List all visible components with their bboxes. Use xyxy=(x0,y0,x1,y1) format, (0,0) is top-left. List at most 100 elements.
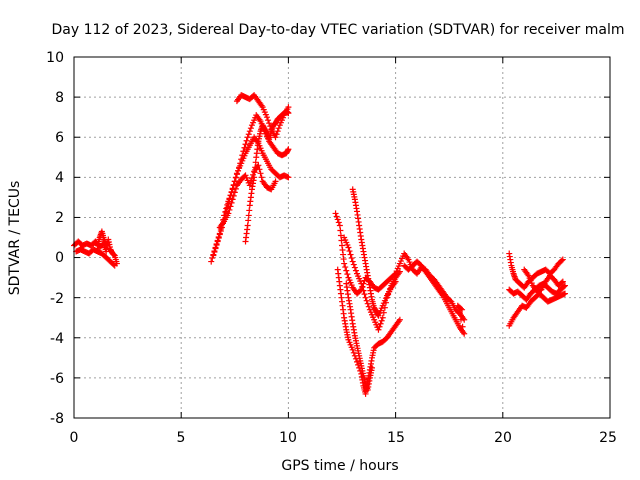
data-point xyxy=(347,251,354,258)
data-point xyxy=(285,174,292,181)
data-point xyxy=(348,255,355,262)
data-point xyxy=(236,164,243,171)
x-tick-label: 25 xyxy=(599,430,617,446)
data-point xyxy=(457,316,464,323)
data-point xyxy=(263,114,270,121)
data-point xyxy=(244,222,251,229)
data-point xyxy=(212,245,219,252)
data-point xyxy=(285,110,292,117)
data-point xyxy=(211,249,218,256)
data-point xyxy=(285,104,292,111)
data-point xyxy=(252,159,259,166)
data-point xyxy=(257,170,264,177)
data-point xyxy=(376,323,383,330)
data-points xyxy=(71,92,568,397)
data-point xyxy=(558,257,565,264)
data-point xyxy=(354,358,361,365)
data-point xyxy=(230,192,237,199)
data-point xyxy=(561,290,568,297)
data-point xyxy=(396,316,403,323)
gridlines xyxy=(74,57,610,418)
data-point xyxy=(336,222,343,229)
data-point xyxy=(245,212,252,219)
y-tick-labels: -8 -6 -4 -2 0 2 4 6 8 10 xyxy=(46,50,64,427)
data-point xyxy=(251,169,258,176)
data-point xyxy=(349,258,356,265)
x-tick-labels: 0 5 10 15 20 25 xyxy=(70,430,617,446)
data-point xyxy=(358,280,365,287)
y-tick-label: -8 xyxy=(50,411,64,427)
data-point xyxy=(217,227,224,234)
data-point xyxy=(378,317,385,324)
data-point xyxy=(346,248,353,255)
data-point xyxy=(214,238,221,245)
data-point xyxy=(285,146,292,153)
data-point xyxy=(246,128,253,135)
data-point xyxy=(377,320,384,327)
data-point xyxy=(232,185,239,192)
data-point xyxy=(560,283,567,290)
data-point xyxy=(225,210,232,217)
data-point xyxy=(362,294,369,301)
y-tick-label: -2 xyxy=(50,291,64,307)
y-tick-label: 10 xyxy=(46,50,64,66)
x-tick-label: 5 xyxy=(177,430,186,446)
data-point xyxy=(351,264,358,271)
data-point xyxy=(216,231,223,238)
data-point xyxy=(110,261,117,268)
data-point xyxy=(335,219,342,226)
plot-frame xyxy=(73,56,611,419)
data-point xyxy=(341,260,348,267)
data-point xyxy=(245,217,252,224)
data-point xyxy=(559,278,566,285)
data-point xyxy=(274,128,281,135)
data-point xyxy=(334,216,341,223)
y-tick-label: -6 xyxy=(50,371,64,387)
y-tick-label: 0 xyxy=(55,250,64,266)
data-point xyxy=(350,261,357,268)
data-point xyxy=(111,262,118,269)
data-point xyxy=(231,178,238,185)
data-point xyxy=(240,148,247,155)
data-point xyxy=(456,309,463,316)
data-point xyxy=(345,244,352,251)
data-point xyxy=(342,264,349,271)
x-tick-label: 0 xyxy=(70,430,79,446)
data-point xyxy=(238,156,245,163)
data-point xyxy=(255,162,262,169)
data-point xyxy=(245,131,252,138)
data-point xyxy=(242,141,249,148)
data-point xyxy=(558,279,565,286)
y-tick-label: -4 xyxy=(50,331,64,347)
data-point xyxy=(215,235,222,242)
data-point xyxy=(246,182,253,189)
data-point xyxy=(244,134,251,141)
data-point xyxy=(461,330,468,337)
data-point xyxy=(231,189,238,196)
data-point xyxy=(361,291,368,298)
data-point xyxy=(333,213,340,220)
data-point xyxy=(241,144,248,151)
data-point xyxy=(447,297,454,304)
data-point xyxy=(273,131,280,138)
data-point xyxy=(246,207,253,214)
data-point xyxy=(266,120,273,127)
x-tick-label: 15 xyxy=(387,430,405,446)
data-point xyxy=(251,174,258,181)
data-point xyxy=(213,242,220,249)
data-point xyxy=(365,303,372,310)
data-point xyxy=(233,171,240,178)
data-point xyxy=(252,164,259,171)
data-point xyxy=(369,364,376,371)
data-point xyxy=(265,117,272,124)
data-point xyxy=(258,174,265,181)
data-point xyxy=(379,314,386,321)
data-point xyxy=(352,267,359,274)
data-point xyxy=(360,287,367,294)
data-point xyxy=(337,232,344,239)
x-tick-label: 10 xyxy=(279,430,297,446)
data-point xyxy=(256,166,263,173)
data-point xyxy=(235,167,242,174)
data-point xyxy=(559,256,566,263)
data-point xyxy=(364,300,371,307)
